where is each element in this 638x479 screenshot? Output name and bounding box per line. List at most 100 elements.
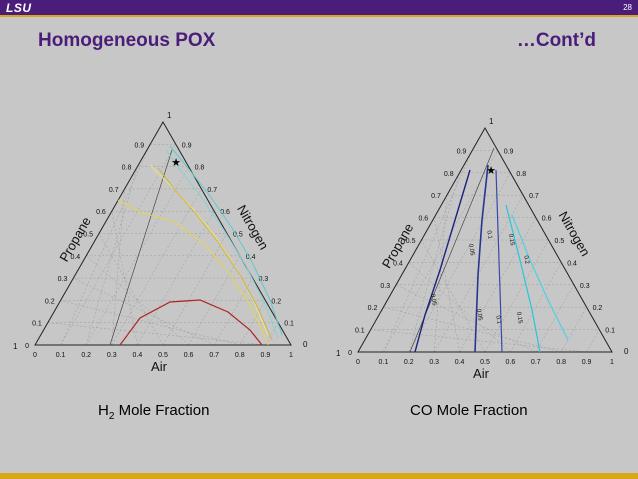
co-left-tick-label: 0.3 xyxy=(380,283,390,290)
co-bottom-tick-label: 0.1 xyxy=(379,359,389,366)
co-left-tick-label: 0.1 xyxy=(355,328,365,335)
co-grid-line xyxy=(433,195,448,353)
h2-corner-left: 1 xyxy=(13,342,18,351)
co-right-tick-label: 0.6 xyxy=(542,216,552,223)
co-bottom-tick-label: 0.6 xyxy=(506,359,516,366)
co-bottom-axis-label: Air xyxy=(473,366,490,381)
co-bottom-tick-label: 1 xyxy=(610,359,614,366)
h2-left-tick-label: 0 xyxy=(25,343,29,350)
h2-left-tick-label: 0.8 xyxy=(122,165,132,172)
co-contour-label: 0.15 xyxy=(507,234,515,247)
h2-corner-right: 0 xyxy=(303,340,308,349)
h2-bottom-tick-label: 0 xyxy=(33,352,37,359)
co-grid-line xyxy=(535,284,575,353)
h2-grid-line xyxy=(98,233,164,346)
header-bar: LSU 28 xyxy=(0,0,638,17)
h2-grid-line xyxy=(47,322,266,346)
co-left-tick-label: 0 xyxy=(348,350,352,357)
co-right-tick-label: 0.2 xyxy=(593,305,603,312)
co-grid-line xyxy=(421,239,486,353)
h2-ternary-diagram: 0 0.1 0.2 0.3 0.4 0.5 0.6 0.7 0.8 0.9 100.10.20.30… xyxy=(13,111,308,374)
co-contour-line xyxy=(511,214,569,341)
co-left-tick-label: 0.8 xyxy=(444,171,454,178)
co-grid-line xyxy=(484,239,549,353)
co-bottom-tick-label: 0.2 xyxy=(404,359,414,366)
slide-subtitle: …Cont’d xyxy=(516,30,596,51)
co-left-tick-label: 0.6 xyxy=(418,216,428,223)
co-right-tick-label: 0.3 xyxy=(580,283,590,290)
co-bottom-tick-label: 0.8 xyxy=(556,359,566,366)
h2-grid-line xyxy=(60,144,151,346)
h2-contour-line xyxy=(149,164,269,336)
co-right-tick-label: 0.9 xyxy=(504,148,514,155)
co-corner-left: 1 xyxy=(336,349,341,358)
co-caption: CO Mole Fraction xyxy=(410,402,528,419)
h2-left-tick-label: 0.9 xyxy=(134,142,144,149)
h2-right-axis-label: Nitrogen xyxy=(234,202,272,252)
h2-right-tick-label: 0.1 xyxy=(284,321,294,328)
co-right-axis-label: Nitrogen xyxy=(556,209,594,259)
footer-bar xyxy=(0,473,638,479)
co-right-tick-label: 0.5 xyxy=(555,238,565,245)
co-contour-label: 0.15 xyxy=(515,312,523,325)
h2-right-tick-label: 0.3 xyxy=(259,276,269,283)
co-star-marker: ★ xyxy=(486,165,496,177)
co-contour-label: 0.05 xyxy=(475,309,483,322)
h2-bottom-axis-label: Air xyxy=(151,359,168,374)
co-grid-line xyxy=(586,329,600,353)
co-bottom-tick-label: 0.4 xyxy=(455,359,465,366)
h2-triangle-frame xyxy=(34,120,292,346)
h2-grid-line xyxy=(60,144,177,346)
co-grid-line xyxy=(408,262,511,353)
caption-h: H xyxy=(98,402,109,419)
co-ternary-diagram: 0 0.1 0.2 0.3 0.4 0.5 0.6 0.7 0.8 0.9 100.10.20.30… xyxy=(336,117,629,381)
co-grid-line xyxy=(383,150,498,353)
h2-grid-line xyxy=(85,166,189,346)
h2-left-tick-label: 0.5 xyxy=(83,232,93,239)
h2-left-tick-label: 0.2 xyxy=(45,298,55,305)
h2-bottom-tick-label: 0.2 xyxy=(81,352,91,359)
h2-caption: H2 Mole Fraction xyxy=(98,402,209,422)
h2-bottom-tick-label: 0.6 xyxy=(184,352,194,359)
h2-bottom-tick-label: 0.7 xyxy=(209,352,219,359)
co-grid-line xyxy=(408,172,511,353)
h2-bottom-tick-label: 0.1 xyxy=(56,352,66,359)
h2-bottom-tick-label: 0.4 xyxy=(133,352,143,359)
h2-right-tick-label: 0.8 xyxy=(195,165,205,172)
h2-grid-line xyxy=(213,277,253,346)
caption-subscript: 2 xyxy=(108,411,115,422)
slide-title: Homogeneous POX xyxy=(38,30,216,51)
h2-left-tick-label: 0.3 xyxy=(58,276,68,283)
h2-contour-line xyxy=(169,145,283,336)
co-contour-label: 0.05 xyxy=(429,294,437,307)
h2-grid-line xyxy=(265,322,279,346)
h2-reference-line xyxy=(109,149,173,346)
co-grid-line xyxy=(383,150,473,353)
co-grid-line xyxy=(395,284,536,353)
co-contour-line xyxy=(474,164,489,353)
h2-right-tick-label: 0.2 xyxy=(271,298,281,305)
co-left-tick-label: 0.7 xyxy=(431,193,441,200)
co-grid-line xyxy=(370,329,587,353)
co-left-tick-label: 0.9 xyxy=(457,148,467,155)
co-bottom-tick-label: 0.5 xyxy=(480,359,490,366)
h2-star-marker: ★ xyxy=(171,157,181,169)
caption-tail: Mole Fraction xyxy=(114,402,210,419)
co-left-tick-label: 0.4 xyxy=(393,260,403,267)
h2-left-tick-label: 0.6 xyxy=(96,209,106,216)
co-contour-line xyxy=(495,169,503,353)
co-left-tick-label: 0.5 xyxy=(406,238,416,245)
h2-bottom-tick-label: 0.9 xyxy=(261,352,271,359)
co-contour-label: 0.2 xyxy=(522,255,529,265)
h2-grid-line xyxy=(60,300,240,346)
page-number: 28 xyxy=(623,3,632,12)
co-left-tick-label: 0.2 xyxy=(368,305,378,312)
co-bottom-tick-label: 0 xyxy=(356,359,360,366)
h2-left-tick-label: 0.4 xyxy=(70,254,80,261)
co-corner-top: 1 xyxy=(489,117,494,126)
co-contour-line xyxy=(414,169,471,353)
h2-contour-line xyxy=(119,299,263,346)
h2-contour-line xyxy=(157,167,273,341)
h2-corner-top: 1 xyxy=(167,111,172,120)
